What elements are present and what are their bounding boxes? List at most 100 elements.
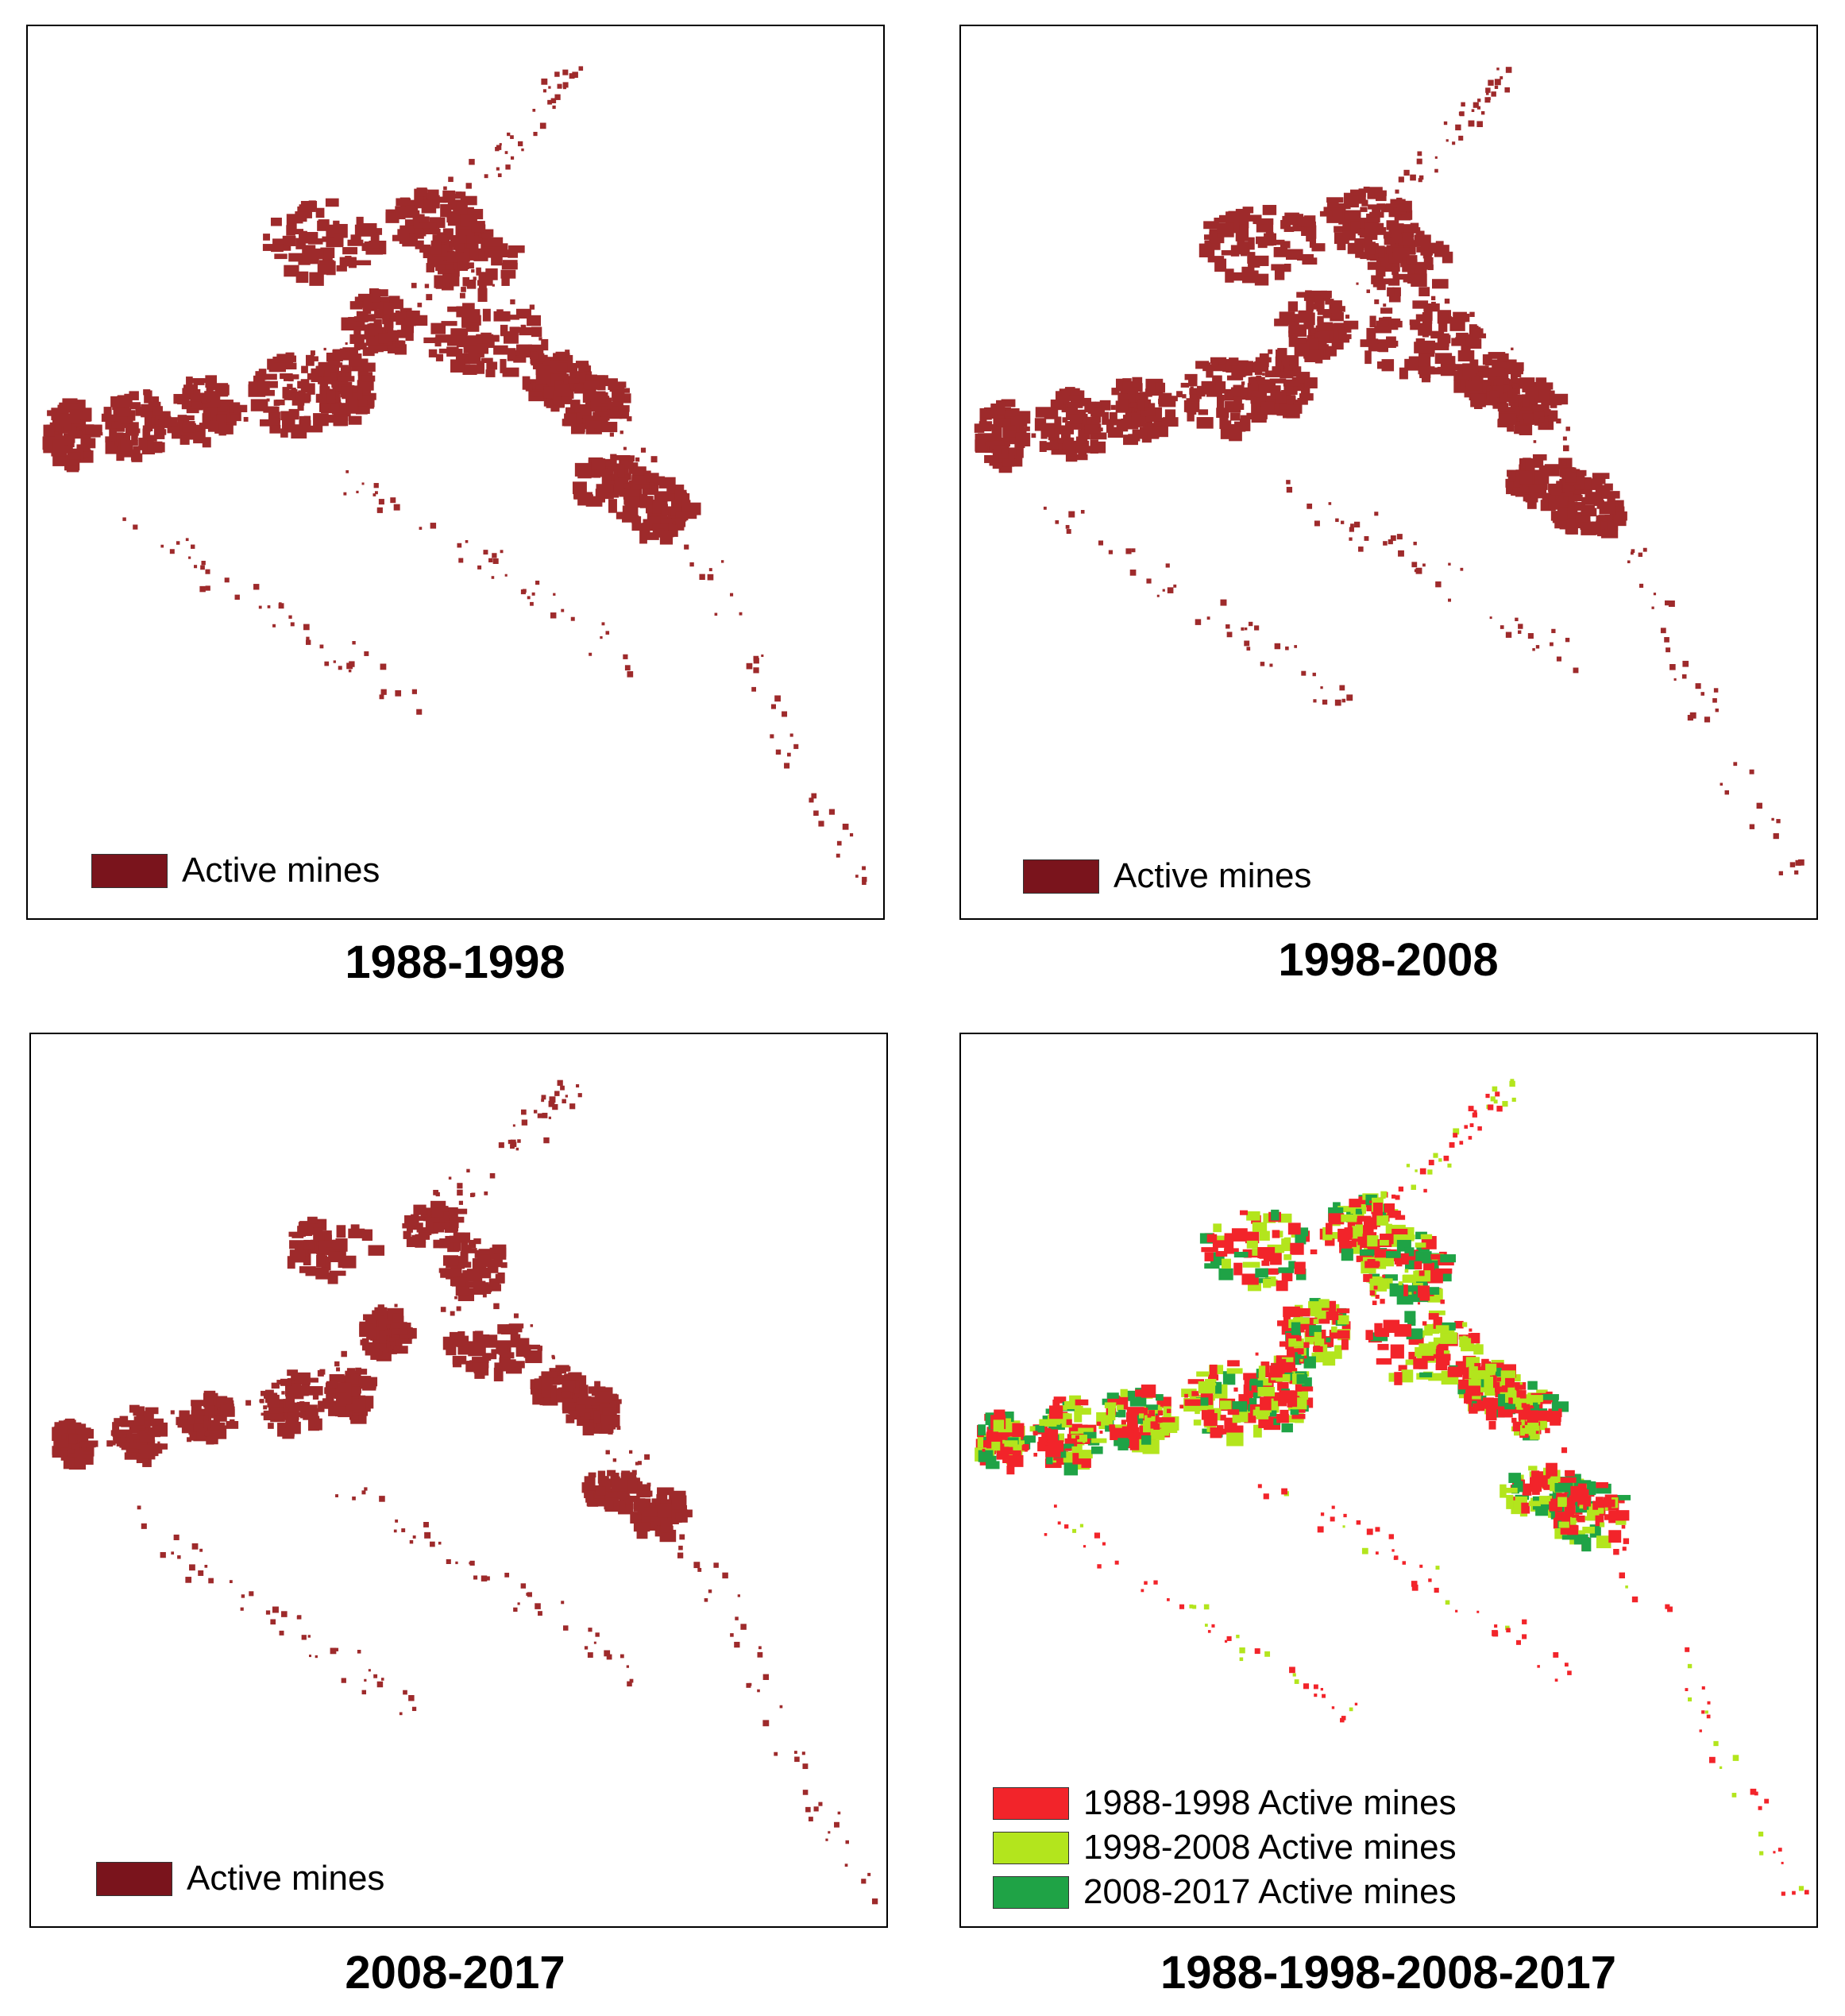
mine-patch	[1230, 412, 1241, 421]
mine-patch	[337, 370, 345, 380]
mine-patch	[1229, 357, 1239, 366]
mine-speckle	[355, 1367, 362, 1374]
mine-speckle	[1141, 1589, 1144, 1593]
mine-speckle	[336, 1367, 341, 1372]
mine-patch	[579, 1408, 592, 1417]
mine-patch	[1189, 392, 1200, 402]
mine-speckle	[1299, 328, 1303, 332]
mine-patch	[1501, 1385, 1510, 1399]
mine-patch	[361, 1400, 371, 1412]
mine-patch	[494, 1253, 501, 1265]
mine-patch	[1360, 339, 1376, 347]
mine-patch	[1307, 338, 1319, 350]
mine-patch	[1437, 1344, 1444, 1355]
mine-patch	[1189, 388, 1204, 395]
mine-speckle	[324, 369, 331, 377]
mine-patch	[1256, 397, 1266, 410]
mine-patch	[633, 1522, 650, 1532]
mine-speckle	[1263, 1493, 1269, 1500]
mine-patch	[138, 438, 148, 450]
mine-speckle	[569, 1103, 576, 1110]
mine-patch	[305, 1267, 316, 1276]
mine-speckle	[394, 1303, 398, 1307]
mine-patch	[1334, 203, 1351, 210]
mine-patch	[1277, 1381, 1289, 1391]
mine-speckle	[1162, 589, 1165, 592]
mine-patch	[342, 1255, 357, 1269]
mine-speckle	[1192, 1605, 1197, 1609]
mine-patch	[297, 1244, 304, 1252]
mine-patch	[1130, 1432, 1144, 1439]
mine-speckle	[1415, 567, 1422, 574]
mine-speckle	[1264, 1651, 1271, 1657]
mine-patch	[442, 1337, 457, 1346]
mine-speckle	[395, 1519, 399, 1523]
mine-speckle	[635, 457, 640, 462]
mine-patch	[978, 1450, 994, 1462]
mine-map-2008-2017	[52, 1079, 878, 1905]
mine-patch	[1550, 487, 1562, 496]
mine-patch	[1227, 1360, 1240, 1367]
mine-speckle	[345, 470, 349, 473]
mine-patch	[333, 220, 340, 226]
mine-patch	[1180, 382, 1190, 388]
mine-speckle	[1313, 1684, 1318, 1690]
mine-speckle	[1066, 1419, 1072, 1425]
mine-speckle	[620, 1654, 624, 1659]
mine-patch	[1044, 407, 1059, 419]
mine-patch	[1257, 1222, 1266, 1230]
mine-patch	[1554, 1482, 1571, 1493]
mine-speckle	[1320, 1512, 1325, 1516]
mine-speckle	[563, 1625, 569, 1631]
mine-speckle	[571, 1377, 576, 1381]
mine-speckle	[569, 73, 575, 79]
mine-speckle	[395, 310, 400, 315]
mine-speckle	[1631, 549, 1635, 554]
mine-speckle	[513, 1607, 518, 1612]
mine-speckle	[1453, 1128, 1460, 1135]
mine-speckle	[482, 1293, 487, 1298]
mine-patch	[1492, 396, 1506, 403]
mine-speckle	[982, 1448, 986, 1452]
mine-patch	[1525, 494, 1538, 503]
mine-patch	[1300, 377, 1318, 388]
mine-patch	[478, 281, 487, 295]
mine-speckle	[1317, 1526, 1324, 1533]
mine-patch	[1588, 483, 1603, 490]
mine-patch	[616, 481, 627, 488]
mine-speckle	[527, 1592, 532, 1597]
mine-patch	[993, 1419, 1005, 1432]
mine-patch	[416, 1227, 434, 1233]
mine-speckle	[315, 1655, 318, 1659]
mine-patch	[1067, 395, 1083, 401]
mine-speckle	[818, 1802, 823, 1806]
mine-patch	[1283, 380, 1301, 387]
mine-patch	[1241, 1273, 1259, 1285]
mine-speckle	[1254, 1648, 1260, 1655]
mine-patch	[619, 488, 633, 497]
mine-patch	[205, 1430, 222, 1437]
mine-speckle	[1778, 871, 1783, 876]
mine-patch	[405, 327, 414, 342]
mine-speckle	[301, 1635, 307, 1640]
mine-patch	[447, 200, 457, 209]
mine-speckle	[493, 1303, 500, 1310]
mine-patch	[1505, 1377, 1515, 1387]
mine-speckle	[1416, 158, 1422, 164]
mine-speckle	[176, 541, 180, 545]
mine-speckle	[1131, 548, 1136, 553]
mine-speckle	[1297, 1348, 1304, 1355]
mine-patch	[1001, 399, 1016, 407]
mine-speckle	[609, 432, 614, 437]
mine-speckle	[554, 71, 560, 77]
mine-patch	[406, 1226, 413, 1233]
mine-patch	[568, 378, 584, 384]
mine-patch	[203, 1392, 218, 1402]
mine-patch	[1505, 385, 1520, 395]
mine-patch	[410, 315, 428, 326]
mine-patch	[1577, 469, 1587, 477]
mine-patch	[1052, 1399, 1060, 1407]
mine-speckle	[538, 337, 542, 341]
mine-patch	[1276, 1280, 1288, 1292]
mine-speckle	[1462, 1335, 1466, 1339]
